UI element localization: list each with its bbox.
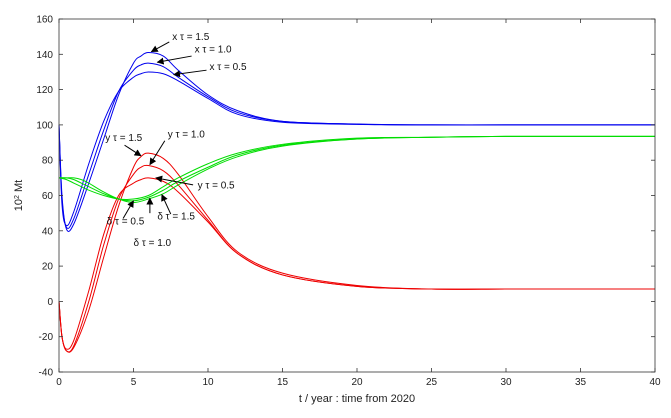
y-tick-label: 100 — [36, 120, 53, 131]
annotation-tau: τ = 1.5 — [163, 211, 195, 222]
x-tick-label: 10 — [202, 377, 214, 388]
y-axis-label-exponent: 2 — [14, 195, 21, 199]
annotation-arrow — [149, 140, 166, 166]
annotation-variable: x — [172, 32, 177, 43]
y-tick-label: 40 — [42, 226, 54, 237]
series-line-x-tau-0-5 — [58, 71, 656, 227]
annotation-arrow — [156, 55, 192, 65]
annotation-tau: τ = 0.5 — [214, 62, 246, 73]
x-tick-label: 30 — [500, 377, 512, 388]
annotation-tau: τ = 1.5 — [177, 32, 209, 43]
x-tick-label: 5 — [131, 377, 137, 388]
annotation-arrow — [122, 200, 134, 219]
annotation-arrow — [155, 175, 194, 186]
series-line-delta-tau-1 — [58, 135, 655, 202]
annotation-variable: δ — [157, 211, 163, 222]
annotation-tau: τ = 0.5 — [112, 217, 144, 228]
annotation-tau: τ = 1.0 — [139, 238, 171, 249]
series-line-x-tau-1 — [58, 62, 656, 229]
series-line-x-tau-1-5 — [58, 52, 656, 232]
annotation-tau: τ = 1.5 — [110, 133, 142, 144]
annotation-variable: y — [168, 129, 173, 140]
y-axis-label-unit: Mt — [13, 180, 25, 195]
y-tick-label: 0 — [47, 297, 53, 308]
annotation-arrow — [150, 41, 170, 53]
annotation-variable: δ — [134, 238, 140, 249]
annotation-label: x τ = 1.0 — [195, 45, 232, 56]
y-tick-label: 140 — [36, 50, 53, 61]
y-tick-label: 120 — [36, 85, 53, 96]
y-tick-label: -20 — [39, 332, 54, 343]
x-tick-label: 15 — [277, 377, 289, 388]
annotations: x τ = 1.5x τ = 1.0x τ = 0.5y τ = 1.5 y τ … — [105, 32, 247, 249]
y-axis-ticks: -40 -20 0 20 40 60 80 100 120 140 160 — [36, 15, 655, 379]
series-line-y-tau-1-5 — [58, 152, 655, 353]
y-axis-label: 102 Mt — [13, 180, 25, 211]
annotation-tau: τ = 1.0 — [173, 129, 205, 140]
annotation-label: δ τ = 1.0 — [134, 238, 172, 249]
annotation-label: δ τ = 1.5 — [157, 211, 195, 222]
x-tick-label: 35 — [575, 377, 587, 388]
annotation-label: y τ = 0.5 — [198, 180, 235, 191]
annotation-variable: δ — [107, 217, 113, 228]
annotation-variable: x — [195, 45, 200, 56]
annotation-label: x τ = 0.5 — [209, 62, 246, 73]
x-tick-label: 20 — [351, 377, 363, 388]
annotation-variable: y — [105, 133, 110, 144]
y-tick-label: 80 — [42, 156, 54, 167]
annotation-label: x τ = 1.5 — [172, 32, 209, 43]
x-tick-label: 25 — [426, 377, 438, 388]
y-tick-label: 160 — [36, 15, 53, 26]
x-tick-label: 40 — [649, 377, 661, 388]
annotation-variable: y — [198, 180, 203, 191]
series-line-y-tau-0-5 — [58, 177, 655, 350]
x-axis-label: t / year : time from 2020 — [299, 393, 415, 405]
annotation-variable: x — [209, 62, 214, 73]
annotation-tau: τ = 0.5 — [203, 180, 235, 191]
series-lines — [58, 52, 656, 353]
x-axis-ticks: 0 5 10 15 20 25 30 35 40 — [56, 19, 661, 388]
annotation-label: y τ = 1.0 — [168, 129, 205, 140]
annotation-arrow — [124, 144, 142, 157]
annotation-arrow — [161, 193, 172, 215]
annotation-tau: τ = 1.0 — [200, 45, 232, 56]
annotation-arrow — [173, 69, 207, 78]
series-line-y-tau-1 — [58, 164, 655, 353]
y-axis-label-base: 10 — [13, 199, 25, 211]
annotation-label: δ τ = 0.5 — [107, 217, 145, 228]
x-tick-label: 0 — [56, 377, 62, 388]
annotation-label: y τ = 1.5 — [105, 133, 142, 144]
y-tick-label: 20 — [42, 262, 54, 273]
series-line-delta-tau-0-5 — [58, 135, 655, 200]
series-line-delta-tau-1-5 — [59, 135, 655, 204]
y-tick-label: 60 — [42, 191, 54, 202]
y-tick-label: -40 — [39, 368, 54, 379]
